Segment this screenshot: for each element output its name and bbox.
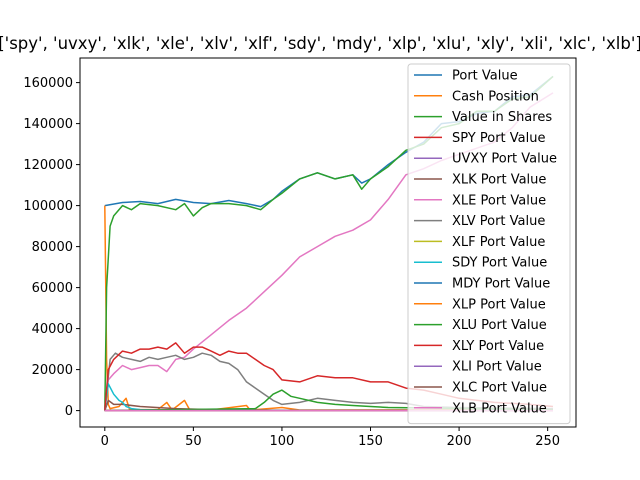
- series-line-7: [104, 352, 554, 411]
- x-tick-label-5: 250: [535, 434, 560, 449]
- y-tick-label-6: 120000: [23, 158, 73, 173]
- y-tick-label-3: 60000: [32, 281, 73, 296]
- y-tick-label-2: 40000: [32, 322, 73, 337]
- legend-label-0: Port Value: [452, 69, 518, 84]
- chart-title: ['spy', 'uvxy', 'xlk', 'xle', 'xlv', 'xl…: [0, 34, 640, 53]
- x-tick-label-2: 100: [270, 434, 295, 449]
- legend-label-8: XLF Port Value: [452, 235, 545, 250]
- legend-label-15: XLC Port Value: [452, 381, 547, 396]
- axes-frame: [79, 57, 577, 428]
- x-tick-label-1: 50: [185, 434, 202, 449]
- legend-box: [407, 63, 571, 425]
- legend-label-11: XLP Port Value: [452, 297, 546, 312]
- y-tick-label-0: 0: [65, 404, 73, 419]
- legend-label-7: XLV Port Value: [452, 214, 545, 229]
- legend-label-13: XLY Port Value: [452, 339, 544, 354]
- legend-label-2: Value in Shares: [452, 110, 552, 125]
- y-tick-label-5: 100000: [23, 199, 73, 214]
- legend-label-14: XLI Port Value: [452, 360, 542, 375]
- legend-label-10: MDY Port Value: [452, 277, 550, 292]
- legend-label-6: XLE Port Value: [452, 193, 546, 208]
- legend-label-1: Cash Position: [452, 89, 539, 104]
- y-tick-label-7: 140000: [23, 117, 73, 132]
- legend-label-3: SPY Port Value: [452, 131, 545, 146]
- y-tick-label-1: 20000: [32, 363, 73, 378]
- series-line-12: [104, 389, 554, 412]
- legend-label-16: XLB Port Value: [452, 401, 547, 416]
- legend-label-9: SDY Port Value: [452, 256, 547, 271]
- x-tick-label-4: 200: [447, 434, 472, 449]
- y-tick-label-8: 160000: [23, 76, 73, 91]
- x-axis: 0 50 100 150 200 250: [101, 427, 560, 449]
- y-axis: 0 20000 40000 60000 80000 100000 120000 140000 1…: [23, 76, 80, 419]
- x-tick-label-3: 150: [358, 434, 383, 449]
- legend: Port Value Cash Position Value in Shares SP…: [407, 63, 571, 425]
- x-tick-label-0: 0: [101, 434, 109, 449]
- legend-label-12: XLU Port Value: [452, 318, 547, 333]
- legend-label-4: UVXY Port Value: [452, 152, 557, 167]
- y-tick-label-4: 80000: [32, 240, 73, 255]
- legend-label-5: XLK Port Value: [452, 173, 546, 188]
